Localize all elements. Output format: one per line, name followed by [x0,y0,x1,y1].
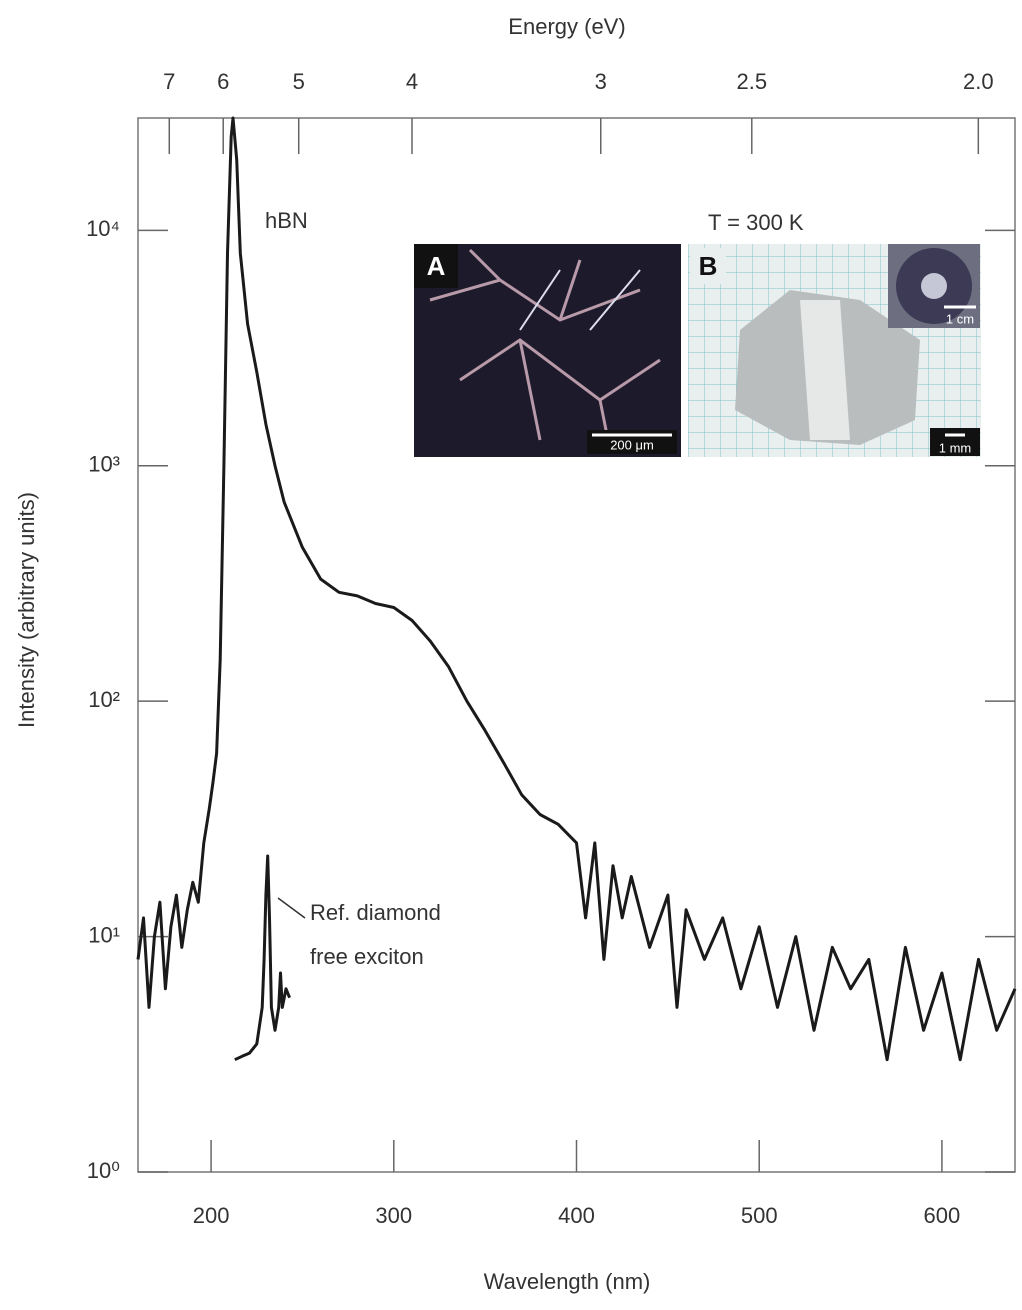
x-tick-label: 300 [375,1203,412,1228]
x2-tick-label: 4 [406,69,418,94]
series-line [234,854,291,1062]
inset-label: A [427,251,446,281]
x-axis-title: Wavelength (nm) [484,1269,651,1294]
x2-tick-label: 2.0 [963,69,994,94]
x-tick-label: 600 [924,1203,961,1228]
y-tick-label: 10² [88,687,120,712]
annotation: T = 300 K [708,210,804,235]
y-tick-label: 10⁰ [87,1158,120,1183]
y-tick-label: 10¹ [88,922,120,947]
inset-b: B 1 mm 1 cm [688,244,981,457]
inset-a-texture [429,248,661,451]
x2-axis-title: Energy (eV) [508,14,625,39]
inset-b-highlight [800,300,850,440]
scale-label: 1 cm [946,311,974,326]
x-tick-label: 500 [741,1203,778,1228]
y-axis-title: Intensity (arbitrary units) [14,492,39,728]
inset-a-badge [414,244,458,288]
x2-tick-label: 2.5 [736,69,767,94]
inset-a-streak [519,269,641,331]
wafer-center [921,273,947,299]
x2-tick-label: 7 [163,69,175,94]
x-tick-label: 200 [193,1203,230,1228]
scale-label: 200 μm [610,437,654,452]
inset-label: B [699,251,718,281]
inset-a: A 200 μm [414,244,681,457]
scale-label: 1 mm [939,440,972,455]
inset-b-badge [690,248,726,284]
scale-box [930,428,980,456]
y-tick-label: 10⁴ [86,216,120,241]
inset-a-image [414,244,681,457]
x2-tick-label: 6 [217,69,229,94]
x2-tick-label: 3 [595,69,607,94]
series-line [136,116,1017,1062]
annotation: Ref. diamond [310,900,441,925]
y-tick-label: 10³ [88,452,120,477]
annotation: free exciton [310,944,424,969]
x-tick-label: 400 [558,1203,595,1228]
annotation-arrow [277,897,306,919]
annotation: hBN [265,208,308,233]
x2-tick-label: 5 [293,69,305,94]
